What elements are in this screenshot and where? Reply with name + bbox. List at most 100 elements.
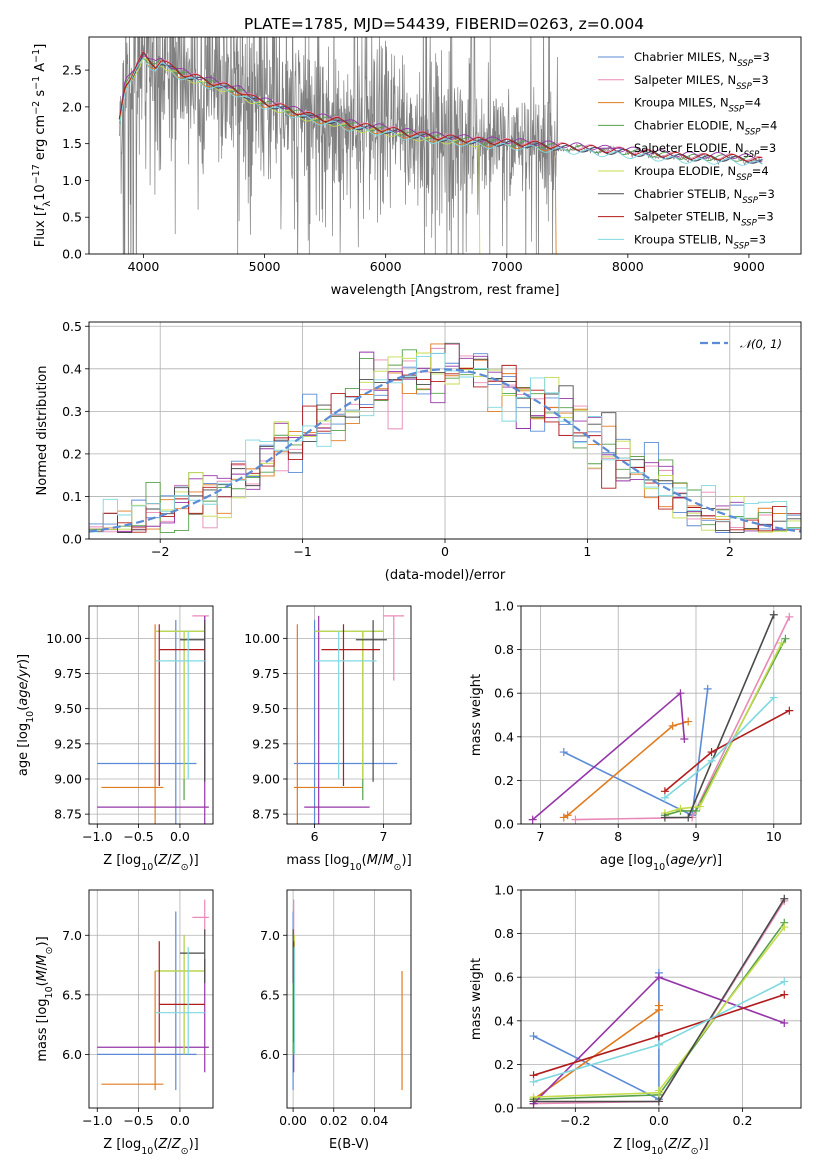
y-tick-label: 9.50 [54,701,82,716]
x-tick-label: 4000 [128,259,160,274]
y-tick-label: 0.8 [494,926,514,941]
y-tick-label: 0.4 [494,729,514,744]
weight-marker-kroupa_miles [684,717,693,726]
y-tick-label: 7.0 [62,928,82,943]
x-axis-label: age [log10(age/yr)] [600,853,722,873]
x-tick-label: 9 [692,829,700,844]
y-tick-label: 0.3 [62,404,82,419]
x-tick-label: 0.02 [320,1113,348,1128]
figure-title: PLATE=1785, MJD=54439, FIBERID=0263, z=0… [244,15,644,33]
legend-label: Salpeter STELIB, NSSP=3 [634,210,774,229]
plot-content [97,615,209,824]
y-tick-label: 9.00 [54,771,82,786]
legend-label: Kroupa MILES, NSSP=4 [634,96,761,115]
z-weight-axes: −0.2 0.0 0.2 0.0 0.2 0.4 0.6 0.8 1.0 Z [log10(Z/Z… [469,883,802,1157]
weight-line-kroupa_miles [563,720,689,819]
weight-marker-chabrier_miles [559,748,568,757]
x-tick-label: −1.0 [82,829,112,844]
y-tick-label: 2.5 [62,63,82,78]
y-tick-label: 0.6 [494,970,514,985]
weight-line-kroupa_elodie [664,642,783,814]
mass-age-axes: 6 7 8.75 9.00 9.25 9.50 9.75 10.00 mass [log10(M… [244,605,412,873]
weight-marker-kroupa_miles [563,811,572,820]
x-tick-label: 7000 [491,259,523,274]
axes-frame [286,889,412,1109]
residual-axes: −2 −1 0 1 2 0.0 0.1 0.2 0.3 0.4 0.5 𝒩(0, 1) (data-mo… [35,319,802,583]
axes-frame [520,605,802,825]
x-tick-label: 6000 [370,259,402,274]
x-axis-label: Z [log10(Z/Z⊙)] [613,1137,708,1157]
weight-marker-chabrier_elodie [781,634,790,643]
plot-content [293,615,405,824]
y-tick-label: 0.0 [494,1101,514,1116]
x-tick-label: −0.2 [560,1113,590,1128]
y-tick-label: 0.5 [62,210,82,225]
x-tick-label: 7 [536,829,544,844]
y-axis-label: mass weight [469,674,484,756]
plot-content [118,37,764,254]
zweight-marker-kroupa_miles [654,1001,663,1010]
x-tick-label: 0 [441,544,449,559]
plot-content [97,899,209,1091]
x-axis-label: Z [log10(Z/Z⊙)] [103,853,198,873]
y-axis-label: age [log10(age/yr)] [16,654,36,776]
y-tick-label: 0.2 [494,1057,514,1072]
x-tick-label: 6 [311,829,319,844]
normal-curve [89,368,801,533]
weight-marker-salpeter_stelib [785,706,794,715]
model-spectrum-salpeter_elodie [118,55,763,163]
axes-frame [88,605,214,825]
legend-label: Salpeter ELODIE, NSSP=3 [634,141,776,160]
x-tick-label: −0.5 [123,1113,153,1128]
zweight-marker-chabrier_stelib [529,1097,538,1106]
axes-frame [88,889,214,1109]
x-axis-label: Z [log10(Z/Z⊙)] [103,1137,198,1157]
z-age-axes: −1.0 −0.5 0.0 8.75 9.00 9.25 9.50 9.75 10.00 Z [l… [16,605,214,873]
y-tick-label: 0.0 [62,532,82,547]
legend-label: Kroupa STELIB, NSSP=3 [634,232,766,251]
ebv-mass-axes: 0.00 0.02 0.04 6.0 6.5 7.0 E(B-V) [260,889,412,1152]
y-axis-label: mass weight [469,958,484,1040]
x-tick-label: 2 [726,544,734,559]
weight-marker-kroupa_elodie [676,804,685,813]
y-tick-label: 0.6 [494,686,514,701]
y-tick-label: 9.00 [252,771,280,786]
weight-marker-kroupa_stelib [769,693,778,702]
weight-marker-kroupa_elodie [695,802,704,811]
weight-marker-chabrier_miles [703,684,712,693]
legend-label: Chabrier MILES, NSSP=3 [634,50,770,69]
y-tick-label: 1.5 [62,136,82,151]
axes-frame [88,321,802,540]
zweight-marker-kroupa_stelib [529,1077,538,1086]
y-tick-label: 6.5 [62,987,82,1002]
x-tick-label: 8000 [612,259,644,274]
spectrum-axes: 4000 5000 6000 7000 8000 9000 0.0 0.5 1.0 1.5 2.0 2… [31,36,802,298]
zweight-marker-kroupa_elodie [780,923,789,932]
x-tick-label: 1 [583,544,591,559]
x-tick-label: 8 [614,829,622,844]
y-tick-label: 1.0 [62,173,82,188]
weight-marker-chabrier_stelib [769,610,778,619]
legend-label: Chabrier STELIB, NSSP=3 [634,187,775,206]
weight-marker-salpeter_stelib [707,748,716,757]
weight-marker-chabrier_elodie [692,806,700,815]
zweight-line-chabrier_miles [533,972,660,1101]
weight-marker-salpeter_elodie [676,689,685,698]
x-tick-label: 10 [766,829,782,844]
y-tick-label: 9.75 [54,666,82,681]
weight-marker-kroupa_miles [668,721,677,730]
y-tick-label: 8.75 [252,807,280,822]
axes-frame [520,889,802,1109]
plot-content [528,610,794,824]
zweight-marker-chabrier_stelib [654,1097,663,1106]
zweight-marker-salpeter_stelib [654,1032,663,1041]
y-axis-label: Normed distribution [35,366,50,496]
y-tick-label: 0.0 [62,247,82,262]
y-tick-label: 6.0 [62,1047,82,1062]
y-tick-label: 10.00 [46,631,82,646]
weight-marker-kroupa_stelib [660,793,669,802]
x-tick-label: 7 [379,829,387,844]
x-tick-label: −0.5 [123,829,153,844]
y-tick-label: 0.2 [62,446,82,461]
